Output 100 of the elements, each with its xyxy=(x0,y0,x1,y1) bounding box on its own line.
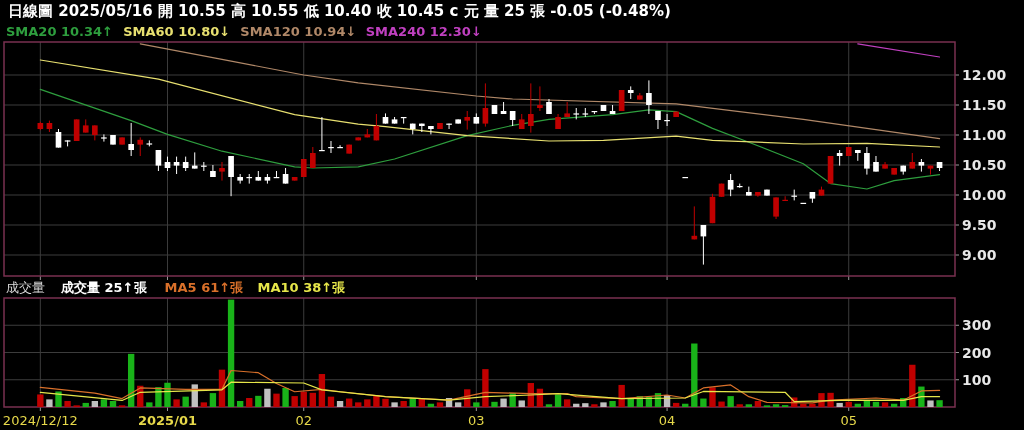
bar xyxy=(382,398,389,407)
candlestick xyxy=(655,110,661,130)
text: SMA240 12.30↓ xyxy=(365,24,482,39)
bar xyxy=(155,387,162,407)
bar xyxy=(809,403,816,407)
bar xyxy=(37,394,44,407)
bar xyxy=(745,404,752,407)
line-series xyxy=(39,381,941,403)
bar xyxy=(672,402,680,407)
candlestick xyxy=(137,136,144,157)
bar xyxy=(255,395,262,407)
bar xyxy=(246,398,253,407)
bar xyxy=(491,401,498,407)
bar xyxy=(55,391,62,407)
bar xyxy=(64,401,71,407)
y-tick-label: 100 xyxy=(962,371,992,388)
bar xyxy=(291,396,298,407)
bar xyxy=(400,401,407,407)
bar xyxy=(173,399,180,407)
bar xyxy=(454,402,462,407)
bar xyxy=(436,402,444,407)
x-tick-label: 03 xyxy=(468,413,485,428)
bar xyxy=(827,392,834,407)
bar xyxy=(309,392,316,407)
bar xyxy=(591,404,598,407)
text: MA10 38↑張 xyxy=(257,280,347,295)
bar xyxy=(364,399,371,407)
bar xyxy=(482,369,489,407)
bar xyxy=(554,394,562,407)
candlestick xyxy=(537,85,543,112)
bar xyxy=(100,399,108,407)
line-series xyxy=(39,59,941,148)
bar xyxy=(545,404,553,407)
x-tick-label: 05 xyxy=(840,413,857,428)
bar xyxy=(109,401,117,407)
y-tick-label: 9.00 xyxy=(962,247,997,263)
bar xyxy=(700,398,707,407)
bar xyxy=(736,404,743,407)
bar xyxy=(500,398,507,407)
candlestick xyxy=(219,161,225,182)
y-tick-label: 10.00 xyxy=(962,187,1007,203)
chart-title: 日線圖 2025/05/16 開 10.55 高 10.55 低 10.40 收 10.45 c 元 量 25 張 -0.05 (-0.48%) xyxy=(8,2,671,20)
text: 成交量 25↑張 xyxy=(60,280,148,295)
bar xyxy=(264,388,271,407)
bar xyxy=(582,403,589,407)
bar xyxy=(473,402,480,407)
candlestick xyxy=(646,79,652,115)
y-tick-label: 12.00 xyxy=(962,67,1007,83)
bar xyxy=(936,400,943,407)
x-tick-label: 2025/01 xyxy=(137,413,198,428)
bar xyxy=(82,402,89,407)
candlestick xyxy=(482,82,489,128)
bar xyxy=(600,402,607,407)
candlestick xyxy=(464,110,471,131)
bar xyxy=(91,401,99,407)
bar xyxy=(718,401,725,407)
candlestick xyxy=(128,122,134,157)
text: MA5 61↑張 xyxy=(164,280,245,295)
x-tick-label: 02 xyxy=(295,413,313,428)
bar xyxy=(391,402,398,407)
bar xyxy=(691,343,698,407)
bar xyxy=(336,401,344,407)
candlestick xyxy=(691,205,698,240)
text: SMA60 10.80↓ xyxy=(123,24,231,39)
bar xyxy=(164,382,171,407)
y-tick-label: 11.50 xyxy=(962,97,1007,113)
line-series xyxy=(139,43,941,140)
text: SMA20 10.34↑ xyxy=(6,24,113,39)
bar xyxy=(872,401,880,407)
y-tick-label: 11.00 xyxy=(962,127,1007,143)
bar xyxy=(182,396,189,407)
bar xyxy=(518,400,525,407)
bar xyxy=(200,402,208,407)
bar xyxy=(845,401,852,407)
series-label: SMA120 10.94↓ xyxy=(240,24,357,39)
candlestick xyxy=(228,155,234,197)
candlestick xyxy=(773,196,779,220)
candlestick xyxy=(155,149,162,172)
bar xyxy=(282,387,289,407)
candlestick xyxy=(210,164,216,178)
bar xyxy=(727,396,734,407)
bar xyxy=(209,393,217,407)
bar xyxy=(754,401,762,407)
candlestick xyxy=(727,173,734,197)
bar xyxy=(709,387,716,407)
x-tick-label: 2024/12/12 xyxy=(2,413,78,428)
y-tick-label: 300 xyxy=(962,317,992,334)
chart-title: 成交量 xyxy=(6,280,45,295)
candlestick xyxy=(428,125,434,135)
y-tick-label: 10.50 xyxy=(962,157,1007,173)
bar xyxy=(300,391,307,407)
bar xyxy=(318,374,326,407)
bar xyxy=(146,402,153,407)
bar xyxy=(881,402,889,407)
bar xyxy=(563,399,571,407)
y-tick-label: 200 xyxy=(962,344,992,361)
bar xyxy=(609,401,616,407)
candlestick xyxy=(55,128,62,149)
candlestick xyxy=(101,133,107,143)
bar xyxy=(772,404,780,407)
